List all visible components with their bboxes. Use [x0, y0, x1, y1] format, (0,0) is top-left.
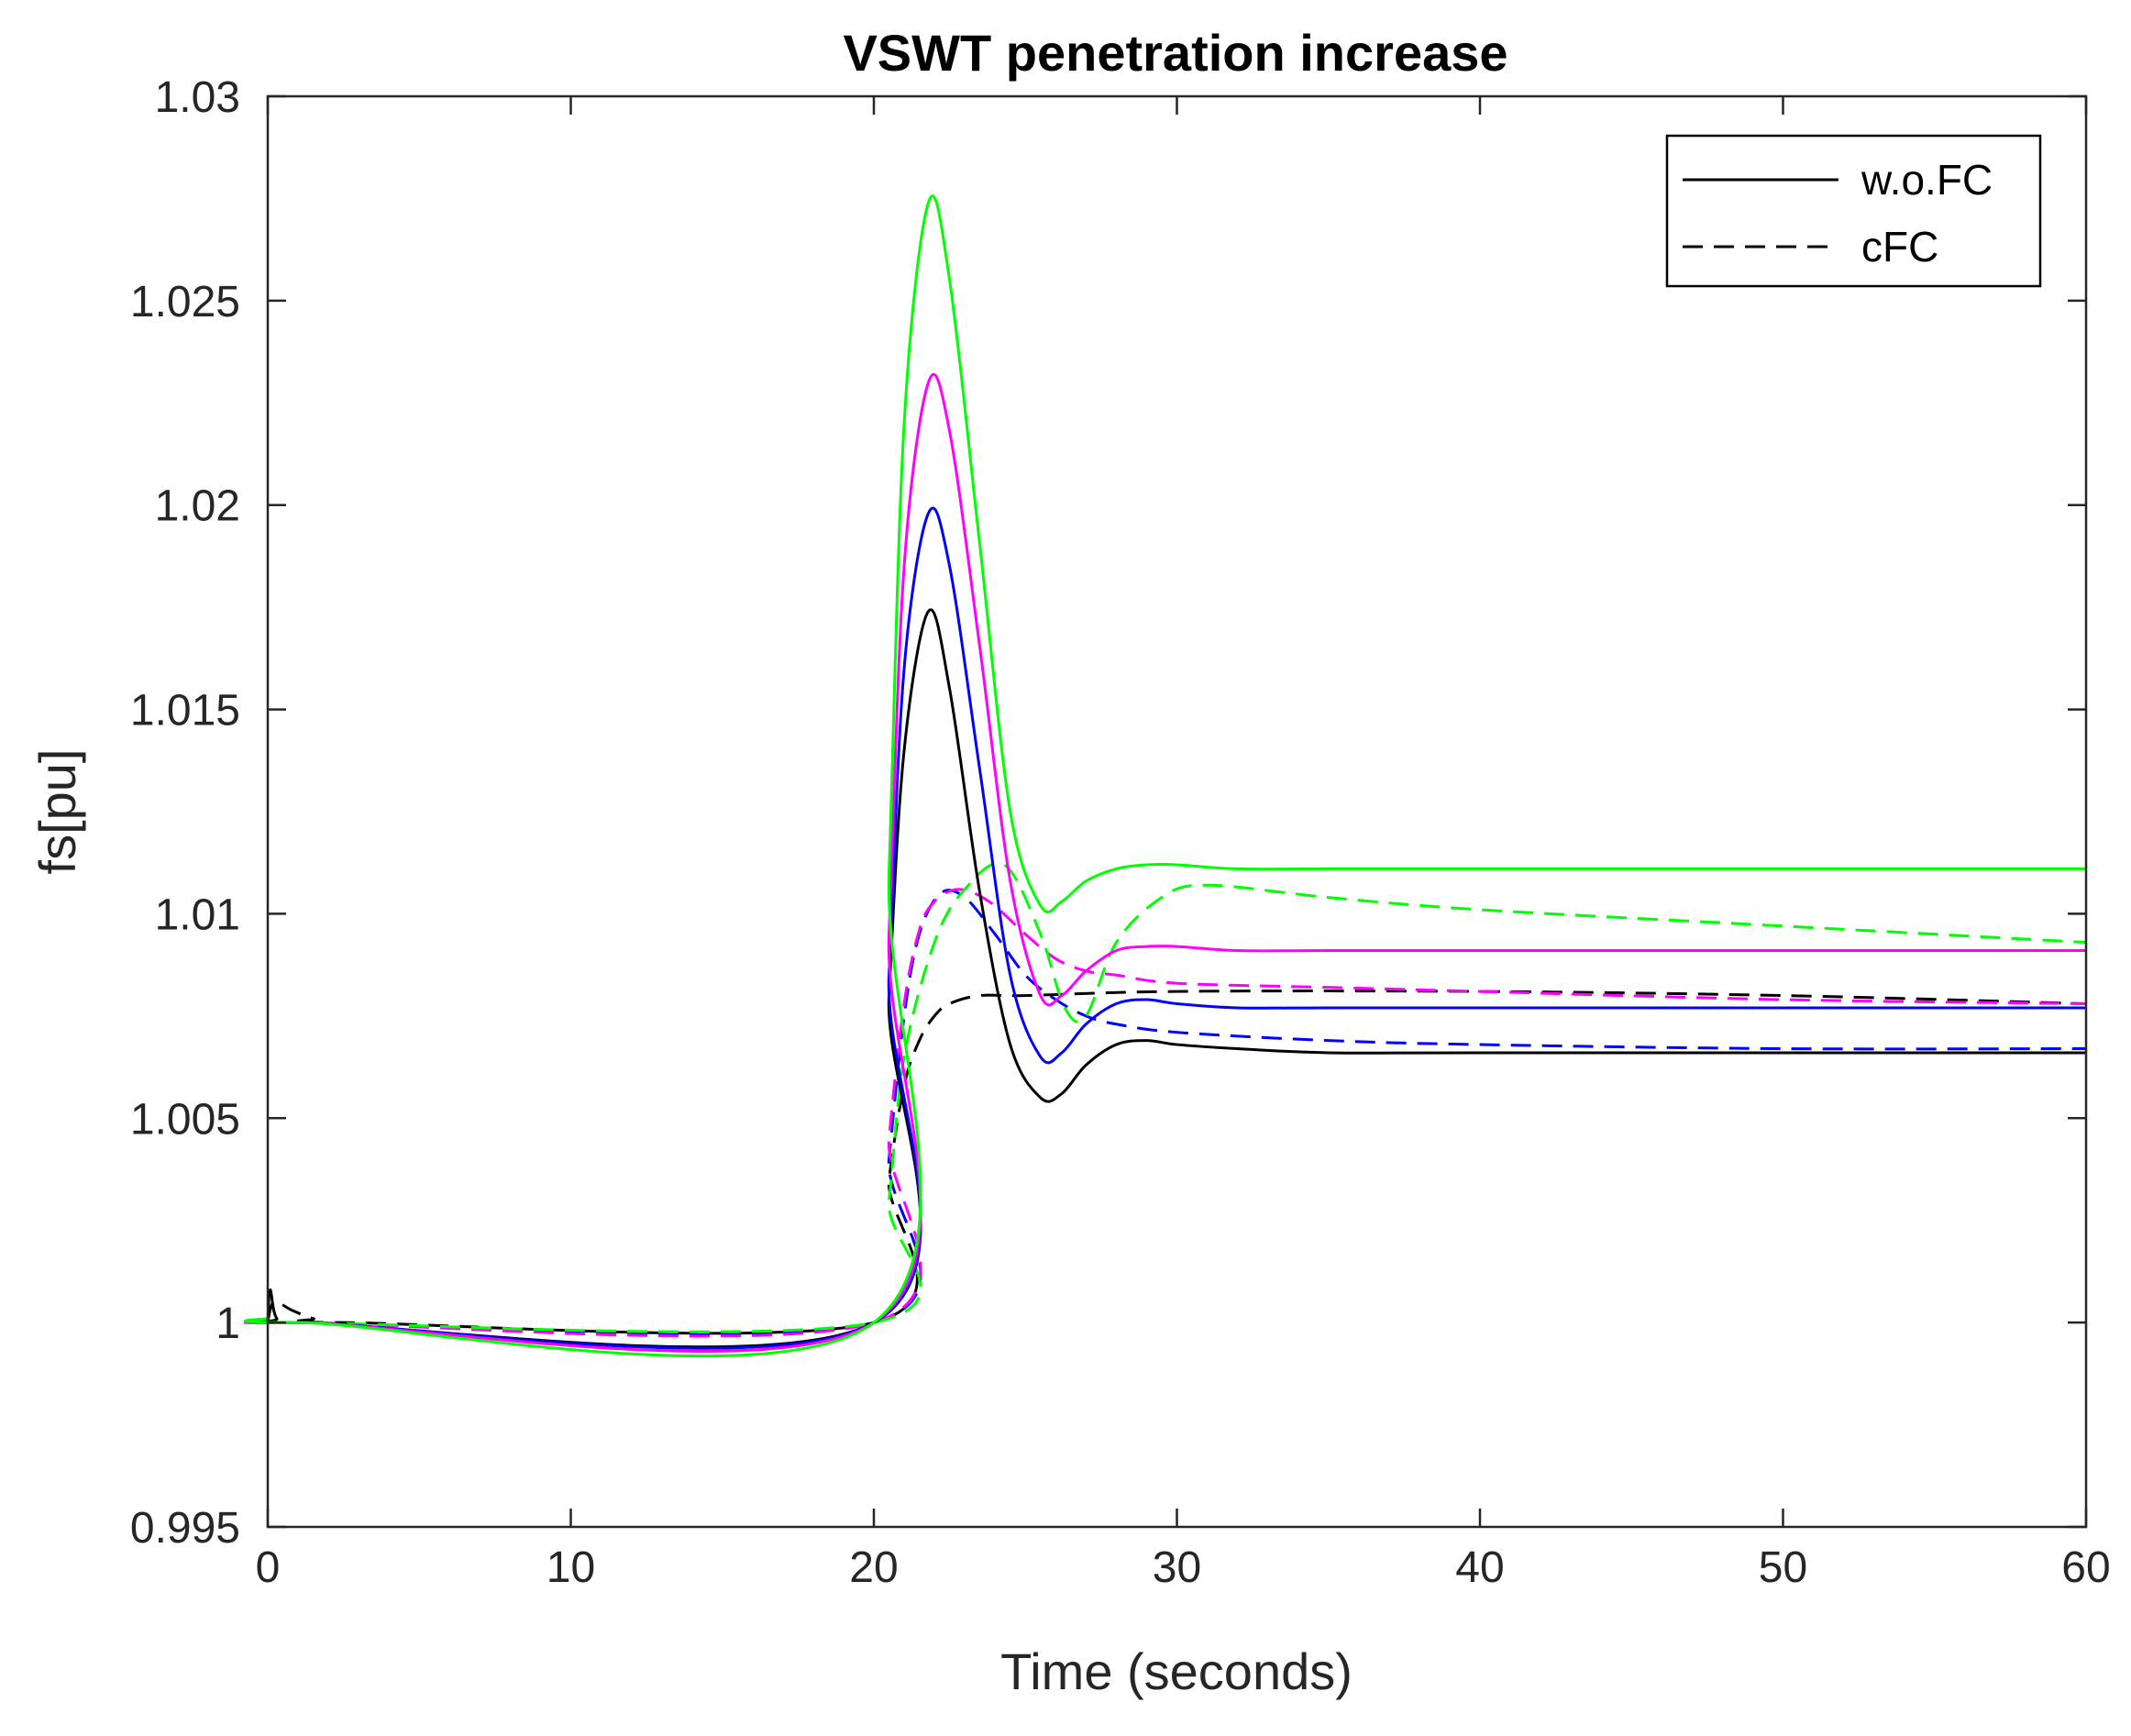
- series-line-magenta-cfc: [243, 888, 2087, 1338]
- plot-area: [268, 96, 2086, 1527]
- y-tick-labels: 0.995 1 1.005 1.01 1.015 1.02 1.025 1.03: [130, 73, 240, 1553]
- series-line-green-cfc: [243, 861, 2087, 1333]
- x-tick-label: 0: [256, 1543, 281, 1592]
- y-tick-label: 1.015: [130, 687, 240, 735]
- x-tick-label: 30: [1153, 1543, 1201, 1592]
- legend-label-cfc: cFC: [1861, 223, 1938, 271]
- legend-box: [1665, 134, 2042, 288]
- legend-label-w-o-fc: w.o.FC: [1860, 156, 1993, 204]
- series-layer: [243, 194, 2087, 1358]
- y-tick-label: 1: [215, 1299, 240, 1348]
- y-tick-label: 1.02: [155, 482, 240, 531]
- chart-title: VSWT penetration increase: [843, 24, 1507, 82]
- y-tick-label: 1.005: [130, 1095, 240, 1144]
- y-tick-label: 1.03: [155, 73, 240, 122]
- series-line-magenta-w-o-fc: [243, 372, 2087, 1353]
- x-tick-labels: 0 10 20 30 40 50 60: [256, 1543, 2111, 1592]
- series-line-green-w-o-fc: [243, 194, 2086, 1358]
- x-axis-label: Time (seconds): [1000, 1642, 1353, 1700]
- x-tick-label: 40: [1455, 1543, 1504, 1592]
- y-tick-label: 0.995: [130, 1504, 240, 1553]
- plot-frame: [266, 94, 2088, 1529]
- y-axis-label: fs[pu]: [28, 749, 86, 875]
- x-tick-label: 60: [2061, 1543, 2110, 1592]
- legend: w.o.FC cFC: [1665, 134, 2042, 288]
- x-tick-label: 10: [547, 1543, 595, 1592]
- x-tick-label: 50: [1759, 1543, 1807, 1592]
- y-tick-label: 1.025: [130, 278, 240, 326]
- y-tick-label: 1.01: [155, 890, 240, 939]
- x-tick-label: 20: [849, 1543, 898, 1592]
